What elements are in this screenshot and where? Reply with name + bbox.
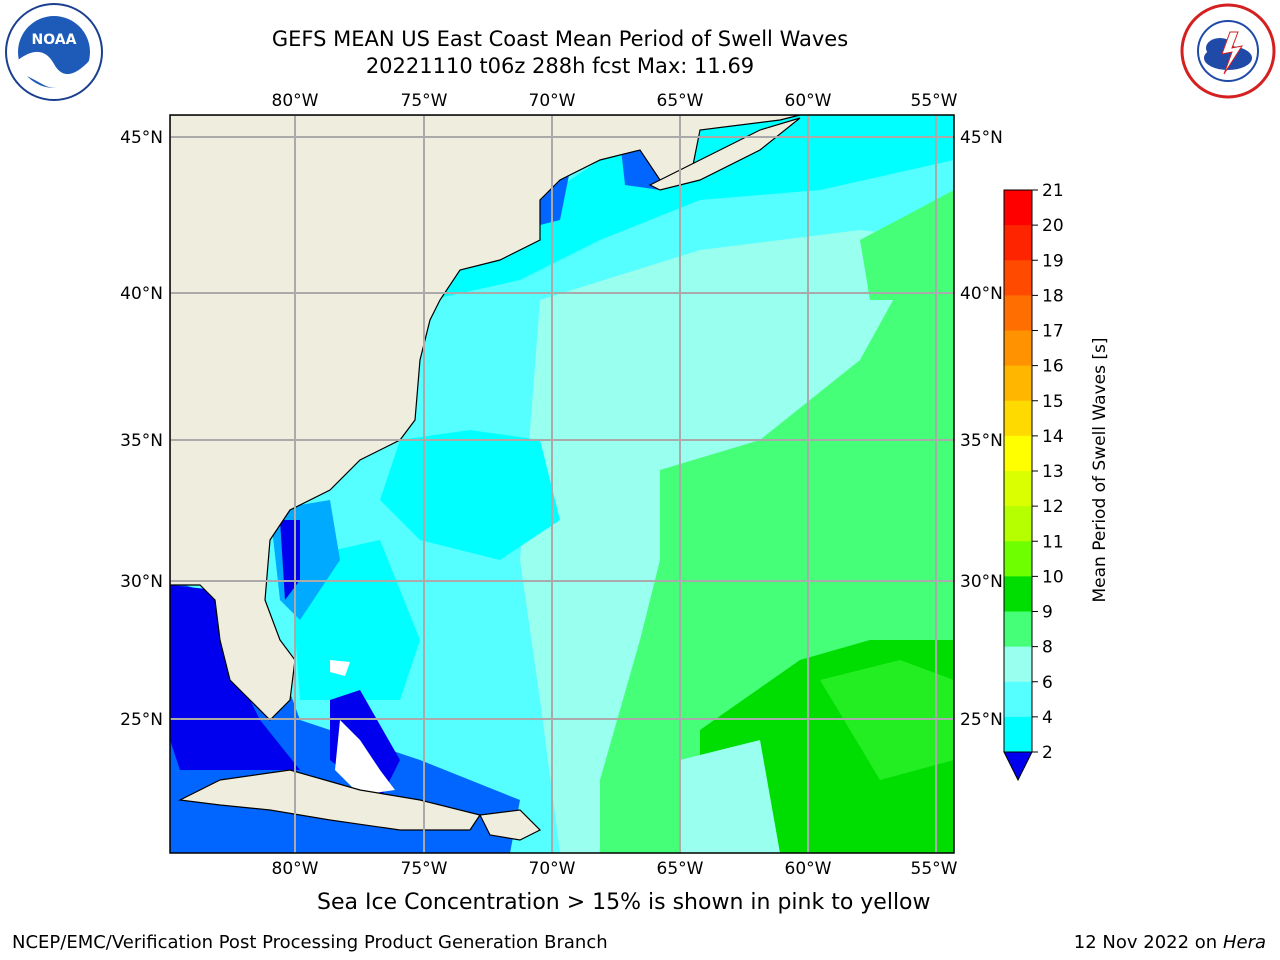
lon-tick-bottom: 55°W: [911, 859, 958, 879]
lat-tick-right: 35°N: [960, 431, 1003, 451]
lon-tick-bottom: 75°W: [401, 859, 448, 879]
colorbar-tick-label: 12: [1042, 497, 1064, 517]
colorbar-tick-label: 14: [1042, 427, 1064, 447]
lon-tick-top: 70°W: [529, 91, 576, 111]
colorbar-tick-label: 15: [1042, 392, 1064, 412]
lon-tick-top: 80°W: [272, 91, 319, 111]
colorbar-swatch: [1004, 260, 1032, 296]
colorbar-tick-label: 21: [1042, 181, 1064, 201]
colorbar-tick-label: 19: [1042, 251, 1064, 271]
colorbar-tick-label: 8: [1042, 638, 1053, 658]
colorbar-swatch: [1004, 681, 1032, 718]
lat-tick-left: 30°N: [120, 572, 163, 592]
colorbar-swatch: [1004, 611, 1032, 648]
lon-tick-top: 60°W: [785, 91, 832, 111]
sea-ice-note: Sea Ice Concentration > 15% is shown in …: [317, 890, 931, 915]
colorbar-tick-label: 18: [1042, 286, 1064, 306]
colorbar-tick-label: 13: [1042, 462, 1064, 482]
date-stamp: 12 Nov 2022 on: [1073, 932, 1218, 953]
colorbar-tick-label: 9: [1042, 603, 1053, 623]
colorbar-swatch: [1004, 295, 1032, 331]
colorbar-tick-label: 20: [1042, 216, 1064, 236]
lat-tick-left: 40°N: [120, 284, 163, 304]
colorbar-swatch: [1004, 471, 1032, 507]
lon-tick-top: 55°W: [911, 91, 958, 111]
colorbar-tick-label: 6: [1042, 673, 1053, 693]
chart-subtitle: 20221110 t06z 288h fcst Max: 11.69: [365, 54, 755, 78]
lon-tick-top: 65°W: [657, 91, 704, 111]
chart-title: GEFS MEAN US East Coast Mean Period of S…: [271, 27, 849, 51]
lon-tick-bottom: 70°W: [529, 859, 576, 879]
swell-period-field: [170, 115, 954, 853]
lon-tick-bottom: 80°W: [272, 859, 319, 879]
map-frame: [169, 114, 955, 854]
colorbar-tick-label: 2: [1042, 743, 1053, 763]
machine-name: Hera: [1222, 932, 1266, 953]
lat-tick-left: 35°N: [120, 431, 163, 451]
lat-tick-left: 45°N: [120, 128, 163, 148]
colorbar-tick-label: 16: [1042, 357, 1064, 377]
colorbar-swatch: [1004, 716, 1032, 753]
lat-tick-right: 25°N: [960, 710, 1003, 730]
lon-tick-bottom: 65°W: [657, 859, 704, 879]
colorbar-tick-label: 11: [1042, 532, 1064, 552]
lat-tick-right: 40°N: [960, 284, 1003, 304]
colorbar-swatch: [1004, 330, 1032, 367]
colorbar-label: Mean Period of Swell Waves [s]: [1090, 338, 1110, 603]
colorbar-swatch: [1004, 541, 1032, 577]
colorbar-swatch: [1004, 576, 1032, 612]
colorbar-swatch: [1004, 506, 1032, 542]
noaa-logo: NOAA: [5, 3, 103, 101]
colorbar-extend-arrow: [1003, 751, 1033, 782]
colorbar-swatch: [1004, 365, 1032, 402]
lat-tick-right: 45°N: [960, 128, 1003, 148]
colorbar-swatch: [1004, 190, 1032, 226]
lon-tick-top: 75°W: [401, 91, 448, 111]
gridlines: [170, 115, 954, 853]
colorbar-swatch: [1004, 400, 1032, 437]
colorbar-tick-label: 4: [1042, 708, 1053, 728]
colorbar-tick-label: 10: [1042, 567, 1064, 587]
colorbar: [1003, 189, 1033, 782]
colorbar-swatch: [1004, 435, 1032, 472]
lat-tick-left: 25°N: [120, 710, 163, 730]
colorbar-swatch: [1004, 646, 1032, 683]
national-weather-service-logo: [1180, 3, 1276, 99]
svg-text:NOAA: NOAA: [32, 32, 77, 48]
credit-line: NCEP/EMC/Verification Post Processing Pr…: [12, 932, 608, 953]
colorbar-swatch: [1004, 225, 1032, 261]
colorbar-ticks: 21 20 19 18 17 16 15 14 13 12 11 10 9 8 6 4 2: [1032, 181, 1064, 763]
lat-tick-right: 30°N: [960, 572, 1003, 592]
lon-tick-bottom: 60°W: [785, 859, 832, 879]
colorbar-tick-label: 17: [1042, 322, 1064, 342]
